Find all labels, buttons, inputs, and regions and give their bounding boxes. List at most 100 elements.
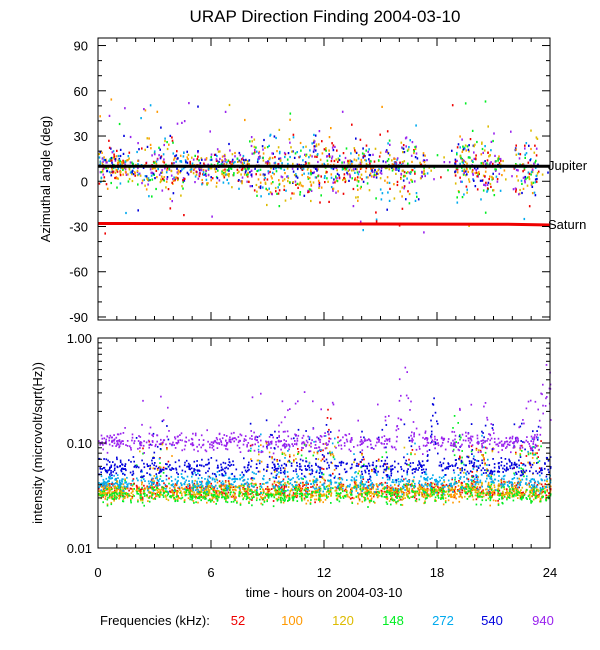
intensity-point [244, 495, 246, 498]
azimuth-point [349, 176, 351, 179]
azimuth-point [365, 167, 368, 170]
azimuth-point [173, 157, 176, 160]
intensity-point [530, 501, 532, 504]
azimuth-point [247, 173, 249, 176]
azimuth-point [241, 176, 244, 179]
intensity-point [156, 489, 159, 492]
azimuth-point [499, 189, 502, 192]
intensity-point [305, 502, 308, 505]
azimuth-point [144, 184, 146, 187]
intensity-point [360, 479, 363, 482]
azimuth-point [379, 171, 382, 174]
intensity-point [490, 495, 492, 497]
intensity-point [191, 495, 194, 498]
azimuth-point [269, 133, 272, 136]
intensity-point [470, 487, 472, 489]
intensity-point [232, 500, 235, 503]
intensity-point [298, 478, 300, 481]
intensity-point [300, 449, 303, 452]
intensity-point [112, 495, 114, 498]
azimuth-point [144, 175, 147, 178]
azimuth-point [408, 202, 411, 205]
intensity-point [155, 484, 157, 487]
intensity-point [201, 485, 204, 487]
intensity-point [111, 492, 113, 495]
intensity-point [509, 492, 511, 494]
intensity-point [122, 491, 125, 494]
intensity-point [151, 485, 154, 488]
intensity-point [374, 501, 376, 504]
azimuth-point [256, 190, 258, 193]
intensity-point [437, 497, 440, 499]
azimuth-point [332, 149, 335, 152]
intensity-point [539, 500, 541, 503]
intensity-point [392, 487, 395, 490]
azimuth-point [299, 191, 302, 194]
azimuth-point [476, 175, 478, 178]
azimuth-point [274, 161, 277, 164]
azimuth-point [171, 200, 173, 203]
intensity-point [114, 489, 116, 492]
azimuth-point [515, 168, 518, 172]
azimuth-point [275, 170, 278, 173]
intensity-point [345, 491, 348, 494]
intensity-point [393, 494, 396, 496]
azimuth-point [414, 170, 416, 173]
azimuth-point [99, 171, 102, 174]
azimuth-point [396, 157, 399, 160]
azimuth-point [158, 173, 161, 176]
azimuth-point [266, 203, 268, 207]
intensity-point [540, 440, 542, 442]
azimuth-point [341, 110, 344, 113]
intensity-point [174, 487, 176, 490]
intensity-point [451, 485, 453, 488]
intensity-point [515, 451, 517, 454]
intensity-point [251, 504, 253, 507]
azimuth-point [436, 154, 439, 157]
intensity-point [411, 480, 414, 482]
intensity-point [520, 467, 522, 470]
azimuth-point [351, 163, 353, 166]
azimuth-point [535, 136, 538, 139]
azimuth-point [289, 112, 292, 115]
intensity-point [126, 496, 129, 499]
azimuth-point [480, 153, 483, 156]
azimuth-point [117, 177, 119, 180]
intensity-point [172, 494, 174, 497]
intensity-point [489, 504, 491, 507]
intensity-point [442, 492, 445, 495]
intensity-point [118, 492, 121, 494]
intensity-point [368, 489, 370, 492]
intensity-point [442, 475, 445, 478]
azimuth-point [522, 187, 525, 190]
azimuth-point [236, 171, 239, 174]
intensity-point [132, 490, 134, 492]
azimuth-point [409, 139, 411, 142]
azimuth-point [525, 142, 528, 145]
azimuth-point [395, 163, 398, 166]
azimuth-point [297, 186, 299, 189]
intensity-point [260, 485, 262, 487]
intensity-point [444, 484, 446, 487]
intensity-point [289, 460, 291, 463]
intensity-point [376, 493, 378, 495]
intensity-point [156, 477, 158, 480]
intensity-point [180, 497, 182, 500]
intensity-point [358, 470, 360, 473]
intensity-point [474, 491, 477, 494]
intensity-point [135, 484, 138, 487]
intensity-point [427, 482, 429, 485]
intensity-point [159, 478, 161, 480]
intensity-point [224, 495, 227, 498]
azimuth-point [403, 187, 405, 190]
intensity-point [395, 487, 398, 490]
intensity-point [104, 489, 107, 492]
intensity-point [209, 486, 212, 489]
intensity-point [294, 487, 296, 490]
intensity-point [273, 481, 276, 484]
intensity-point [100, 475, 103, 478]
azimuth-point [351, 123, 353, 126]
intensity-point [484, 463, 486, 466]
azimuth-point [180, 170, 182, 173]
intensity-point [342, 483, 345, 486]
